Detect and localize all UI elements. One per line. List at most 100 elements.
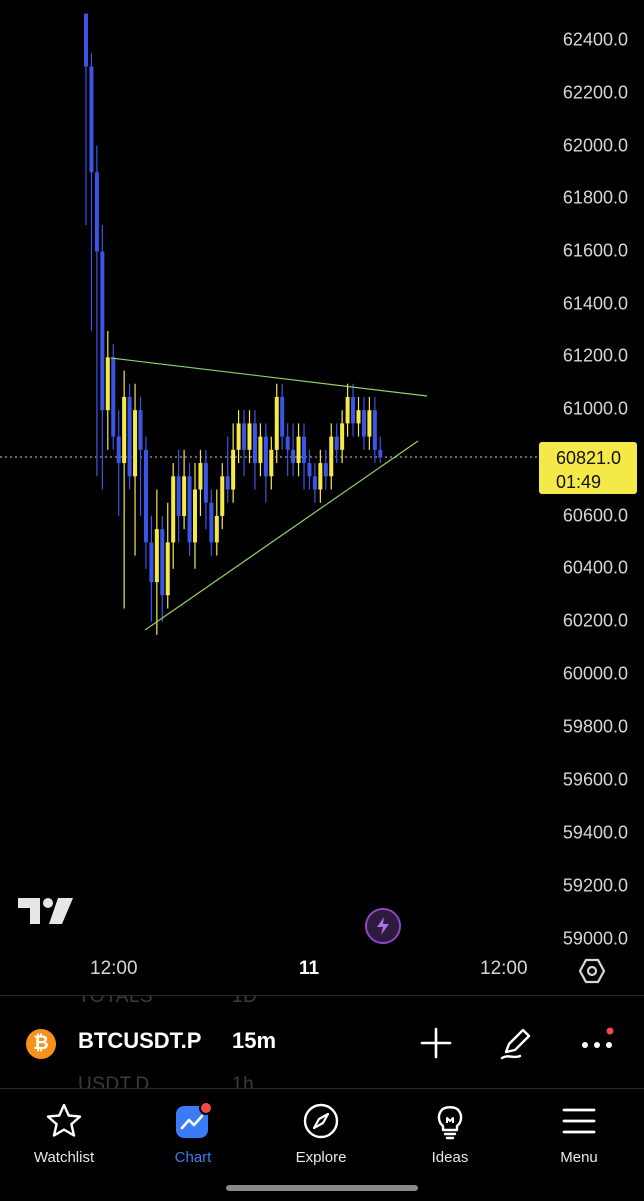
candle-body bbox=[323, 463, 328, 477]
nav-label: Chart bbox=[174, 1149, 212, 1166]
price-tick: 62400.0 bbox=[562, 29, 628, 50]
candle-body bbox=[198, 463, 203, 490]
candle-body bbox=[100, 251, 105, 411]
price-tick: 60000.0 bbox=[562, 663, 628, 684]
price-tick: 60400.0 bbox=[562, 557, 628, 578]
nav-ideas[interactable]: Ideas bbox=[400, 1101, 500, 1166]
nav-chart[interactable]: Chart bbox=[143, 1101, 243, 1166]
candle-body bbox=[214, 515, 219, 543]
price-tick: 61200.0 bbox=[562, 345, 628, 366]
time-tick: 11 bbox=[299, 958, 320, 979]
candle-body bbox=[340, 423, 345, 450]
candle-body bbox=[242, 423, 247, 450]
candle-body bbox=[84, 13, 88, 67]
candle-body bbox=[378, 449, 383, 458]
home-indicator bbox=[226, 1185, 418, 1191]
nav-label: Watchlist bbox=[33, 1149, 95, 1166]
candle-body bbox=[263, 436, 268, 477]
price-tick: 61400.0 bbox=[562, 293, 628, 314]
candle-body bbox=[285, 436, 290, 450]
candle-body bbox=[122, 396, 127, 464]
time-tick: 12:00 bbox=[480, 958, 528, 979]
candle-body bbox=[351, 396, 356, 424]
bottom-nav: Watchlist Chart Explore Ideas Menu bbox=[0, 1088, 644, 1201]
interval-selector[interactable]: 15m bbox=[232, 1028, 277, 1053]
flash-icon[interactable] bbox=[365, 908, 401, 944]
candle-body bbox=[94, 172, 99, 252]
pencil-icon[interactable] bbox=[498, 1025, 534, 1061]
candle-body bbox=[252, 423, 257, 464]
candle-body bbox=[154, 529, 159, 583]
nav-menu[interactable]: Menu bbox=[529, 1101, 629, 1166]
candle-body bbox=[143, 449, 148, 543]
ghost-symbol-below: USDT.D bbox=[78, 1074, 150, 1089]
candle-body bbox=[171, 476, 176, 543]
price-tick: 61000.0 bbox=[562, 398, 628, 419]
nav-label: Ideas bbox=[431, 1149, 469, 1166]
ghost-symbol-above: TOTALS bbox=[78, 995, 154, 1007]
price-tick: 62200.0 bbox=[562, 82, 628, 103]
candle-body bbox=[182, 476, 187, 516]
more-dots-icon[interactable] bbox=[580, 1025, 616, 1061]
price-tick: 59400.0 bbox=[562, 822, 628, 843]
ghost-interval-below: 1h bbox=[232, 1074, 255, 1089]
lower-trendline bbox=[144, 440, 419, 631]
price-tick: 60600.0 bbox=[562, 505, 628, 526]
symbol-row[interactable]: ₿ BTCUSDT.P 15m bbox=[0, 1020, 644, 1066]
candle-body bbox=[133, 410, 138, 477]
chart-area[interactable]: 62400.0 62200.0 62000.0 61800.0 61600.0 … bbox=[0, 0, 644, 995]
price-tick: 59000.0 bbox=[562, 928, 628, 949]
candle-body bbox=[165, 542, 170, 596]
candle-body bbox=[105, 357, 110, 411]
nav-explore[interactable]: Explore bbox=[271, 1101, 371, 1166]
candle-body bbox=[356, 410, 361, 424]
candle-body bbox=[302, 436, 306, 464]
candle-body bbox=[203, 463, 208, 503]
settings-icon[interactable] bbox=[579, 958, 605, 984]
candle-body bbox=[111, 357, 116, 437]
compass-icon bbox=[303, 1103, 339, 1139]
symbol-sheet[interactable]: TOTALS 1D ₿ BTCUSDT.P 15m USDT.D 1h bbox=[0, 995, 644, 1089]
candle-body bbox=[225, 476, 230, 490]
candle-body bbox=[296, 436, 301, 464]
price-tick: 60200.0 bbox=[562, 610, 628, 631]
upper-trendline bbox=[110, 357, 428, 397]
symbol-name[interactable]: BTCUSDT.P bbox=[78, 1028, 202, 1053]
candle-body bbox=[280, 396, 285, 437]
chart-icon bbox=[176, 1101, 213, 1138]
nav-label: Menu bbox=[560, 1149, 598, 1166]
price-tick: 59800.0 bbox=[562, 716, 628, 737]
candlestick-chart[interactable] bbox=[0, 0, 644, 995]
candle-body bbox=[318, 463, 323, 490]
tradingview-logo[interactable] bbox=[18, 896, 74, 926]
candle-body bbox=[269, 449, 274, 477]
hamburger-icon bbox=[562, 1108, 596, 1134]
candle-body bbox=[220, 476, 225, 516]
time-tick: 12:00 bbox=[90, 958, 138, 979]
candle-body bbox=[329, 436, 334, 477]
candle-body bbox=[138, 410, 143, 450]
current-price-tag: 60821.0 01:49 bbox=[539, 442, 637, 494]
candle-body bbox=[361, 410, 366, 437]
candle-body bbox=[258, 436, 263, 464]
candle-body bbox=[274, 396, 279, 450]
bitcoin-icon: ₿ bbox=[26, 1029, 56, 1059]
price-tick: 59200.0 bbox=[562, 875, 628, 896]
candle-body bbox=[149, 542, 154, 583]
current-price: 60821.0 bbox=[556, 448, 622, 468]
candle-body bbox=[89, 66, 94, 173]
candle-body bbox=[247, 423, 252, 450]
candle-body bbox=[127, 396, 132, 477]
candle-body bbox=[307, 463, 312, 477]
plus-icon[interactable] bbox=[418, 1025, 454, 1061]
nav-watchlist[interactable]: Watchlist bbox=[14, 1101, 114, 1166]
candle-body bbox=[176, 476, 181, 516]
candle-body bbox=[193, 489, 197, 543]
price-tick: 62000.0 bbox=[562, 135, 628, 156]
candle-body bbox=[231, 449, 236, 490]
star-icon bbox=[46, 1103, 82, 1137]
price-tick: 61600.0 bbox=[562, 240, 628, 261]
price-tick: 59600.0 bbox=[562, 769, 628, 790]
candle-countdown: 01:49 bbox=[556, 472, 602, 492]
candle-body bbox=[334, 436, 339, 450]
